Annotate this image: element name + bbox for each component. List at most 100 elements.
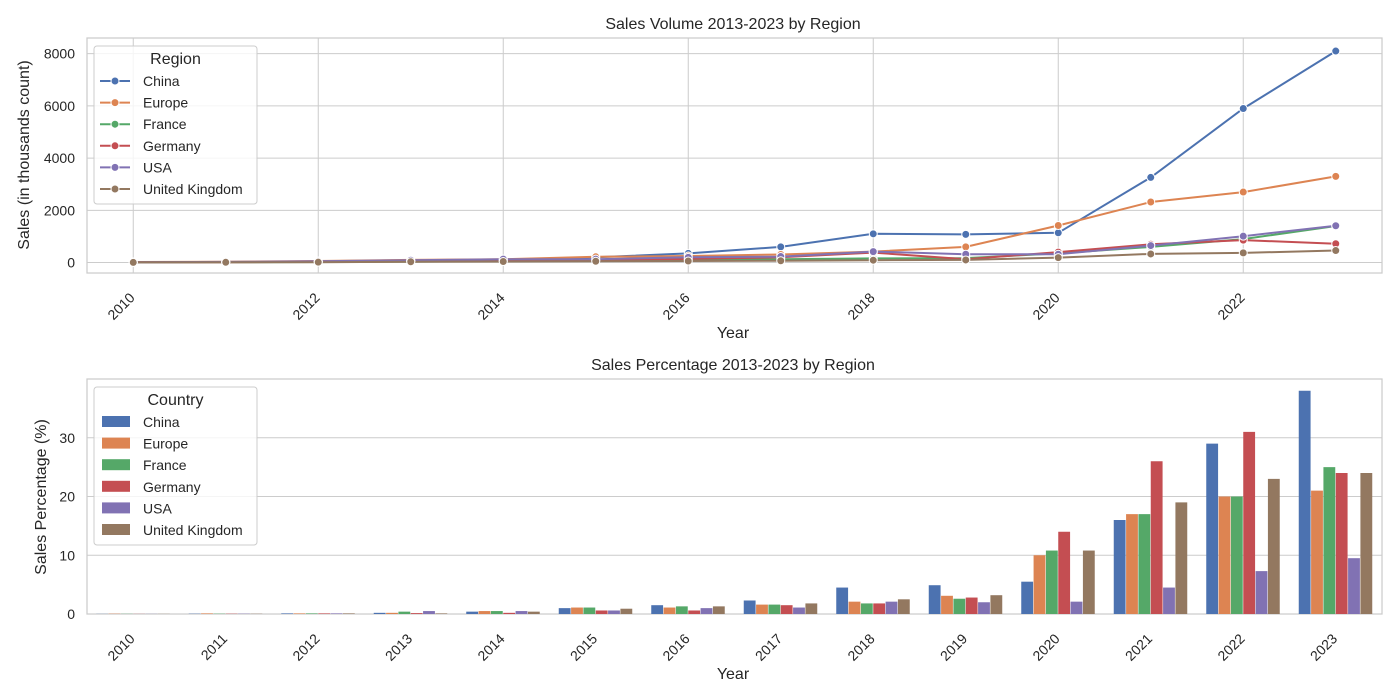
line-plot-frame [86,37,1383,274]
line-chart-title: Sales Volume 2013-2023 by Region [605,16,860,33]
line-y-tick-label: 4000 [44,150,75,166]
bar-legend-label-united-kingdom: United Kingdom [143,522,243,538]
data-point-united-kingdom [406,257,416,267]
bar-legend-title: Country [147,392,203,409]
bar-usa [330,613,343,614]
bar-x-tick-label: 2017 [752,630,785,663]
bar-x-tick-label: 2018 [844,630,877,663]
bar-germany [595,610,608,614]
legend-marker-germany [110,141,120,151]
line-y-tick-label: 2000 [44,202,75,218]
line-x-tick-label: 2020 [1029,289,1062,322]
data-point-united-kingdom [961,255,971,265]
bar-x-tick-label: 2020 [1029,630,1062,663]
line-x-tick-label: 2014 [474,289,507,322]
bar-germany [1243,431,1256,615]
bar-y-tick-label: 30 [59,430,75,446]
bar-usa [608,610,620,614]
bar-chart-panel: Sales Percentage 2013-2023 by Region Yea… [33,357,1383,683]
bar-france [490,611,503,614]
line-chart-x-axis-label: Year [717,325,750,342]
line-y-tick-label: 0 [67,255,75,271]
line-y-tick-label: 6000 [44,98,75,114]
bar-x-tick-label: 2012 [289,630,322,663]
legend-swatch-china [102,416,130,427]
bar-usa [423,611,435,614]
data-point-united-kingdom [1146,249,1156,259]
bar-united-kingdom [990,595,1003,614]
bar-usa [885,601,898,614]
data-point-usa [1331,221,1341,231]
bar-united-kingdom [435,613,448,614]
bar-china [558,608,571,615]
data-point-usa [868,247,878,257]
data-point-china [1331,46,1341,56]
line-legend-title: Region [150,51,201,68]
line-chart-y-axis-label: Sales (in thousands count) [16,60,33,249]
bar-united-kingdom [712,606,725,614]
bar-x-tick-label: 2010 [104,630,137,663]
bar-united-kingdom [527,611,540,614]
bar-france [398,611,411,614]
bar-china [1021,581,1034,614]
bar-china [1113,520,1126,614]
bar-europe [756,604,768,614]
bar-legend-label-france: France [143,457,187,473]
bar-legend: Country China Europe France Germany USA United… [93,386,258,546]
data-point-usa [1238,231,1248,241]
data-point-united-kingdom [683,256,693,266]
data-point-usa [1146,241,1156,251]
bar-plot-frame [86,378,1383,615]
bar-france [1323,467,1336,615]
bar-chart-y-axis-label: Sales Percentage (%) [33,419,50,575]
bar-europe [663,607,676,614]
data-point-united-kingdom [868,255,878,265]
bar-europe [571,607,583,614]
bar-united-kingdom [620,608,633,614]
bar-usa [1163,587,1175,614]
bar-x-tick-label: 2013 [382,630,415,663]
data-point-united-kingdom [128,257,138,267]
bar-germany [688,610,701,614]
bar-china [281,613,294,614]
legend-label-china: China [143,73,180,89]
bar-germany [1150,461,1163,614]
bar-usa [1070,601,1083,614]
bar-legend-label-china: China [143,414,180,430]
data-point-united-kingdom [221,257,231,267]
bar-china [466,611,479,614]
data-point-europe [1053,220,1063,230]
bar-united-kingdom [342,613,355,614]
bar-x-tick-label: 2019 [937,630,970,663]
data-point-china [868,229,878,239]
bar-china [1298,390,1311,614]
data-point-united-kingdom [498,257,508,267]
bar-x-tick-label: 2011 [198,630,231,663]
legend-marker-china [110,76,120,86]
bar-y-tick-label: 0 [67,606,75,622]
bar-x-tick-label: 2022 [1214,630,1247,663]
bar-germany [965,597,978,614]
bar-europe [386,612,398,614]
bar-france [583,607,596,614]
bar-united-kingdom [1175,502,1188,615]
bar-united-kingdom [897,599,910,614]
legend-label-germany: Germany [143,138,201,154]
bar-united-kingdom [805,603,818,614]
bar-usa [515,611,528,614]
bar-x-tick-label: 2023 [1307,630,1340,663]
legend-marker-usa [110,162,120,172]
bar-france [1045,550,1058,614]
data-point-europe [1331,171,1341,181]
line-legend-box [93,45,258,205]
bar-europe [1218,496,1231,614]
bar-usa [1348,558,1360,614]
legend-marker-france [110,119,120,129]
legend-swatch-germany [102,480,130,492]
line-x-tick-label: 2016 [659,289,692,322]
line-x-tick-label: 2010 [104,289,137,322]
legend-marker-europe [110,98,120,108]
data-point-china [1238,104,1248,113]
data-point-united-kingdom [591,256,601,266]
bar-legend-label-europe: Europe [143,436,188,452]
